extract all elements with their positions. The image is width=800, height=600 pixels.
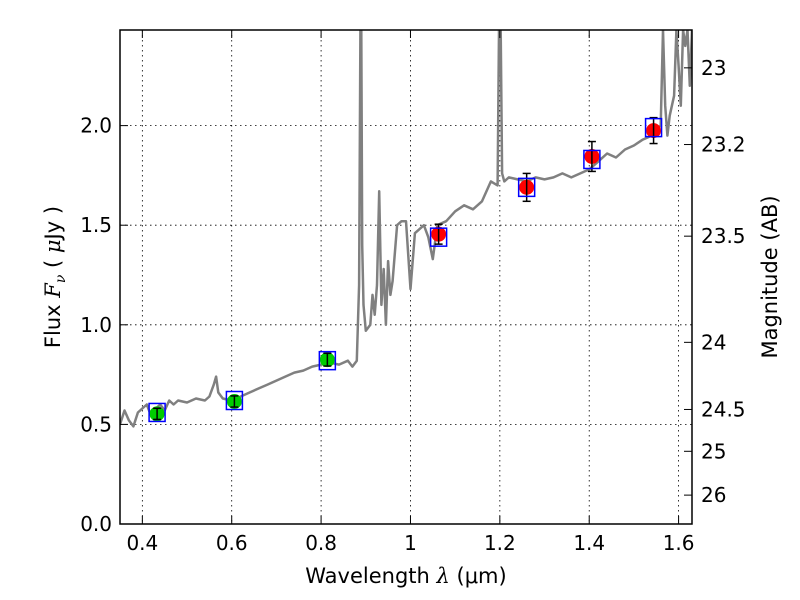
y-tick-label: 1.0: [80, 313, 112, 337]
y-axis-title-subscript: ν: [53, 274, 69, 283]
x-axis-title: Wavelength λ (μm): [305, 564, 506, 588]
y-tick-label: 0.0: [80, 512, 112, 536]
y-axis-title-symbol: F: [41, 282, 65, 299]
y-axis-title-mu: μ: [41, 239, 65, 253]
spectrum-line: [120, 30, 692, 428]
y-axis-title: Flux Fν ( μJy ): [41, 206, 69, 348]
photometry-points: [148, 116, 663, 423]
model-square: [583, 149, 601, 170]
model-square: [225, 390, 244, 411]
y2-tick-label: 23.2: [701, 133, 746, 157]
x-tick-label: 0.8: [305, 531, 337, 555]
model-square: [148, 402, 166, 423]
y-tick-label: 2.0: [80, 114, 112, 138]
x-tick-label: 0.6: [216, 531, 248, 555]
x-axis-title-unit: (μm): [450, 564, 507, 588]
y2-tick-label: 26: [701, 483, 726, 507]
y-tick-label: 0.5: [80, 412, 112, 436]
x-tick-label: 1.6: [663, 531, 695, 555]
y-axis-title-paren: (: [41, 253, 65, 275]
x-tick-label: 0.4: [126, 531, 158, 555]
y2-tick-label: 24: [701, 330, 726, 354]
x-tick-label: 1.4: [573, 531, 605, 555]
model-square: [429, 227, 448, 247]
y2-tick-label: 25: [701, 439, 726, 463]
y2-tick-label: 23: [701, 56, 726, 80]
x-tick-label: 1: [404, 531, 417, 555]
x-tick-label: 1.2: [484, 531, 516, 555]
model-square: [318, 350, 337, 371]
x-axis-title-text: Wavelength: [305, 564, 436, 588]
plot-background: [120, 30, 692, 524]
y-axis-title-unit: Jy ): [41, 206, 65, 242]
spectrum: [120, 30, 692, 428]
plot-frame: [119, 29, 693, 525]
y2-axis-title: Magnitude (AB): [758, 195, 782, 358]
model-square: [517, 177, 536, 198]
axis-ticks: 0.4 0.6 0.8 1 1.2 1.4 1.6 0.0 0.5 1.0 1.5 2.0 23 23.2…: [80, 30, 746, 555]
y-axis-title-text: Flux: [41, 298, 65, 348]
model-square: [644, 117, 663, 138]
x-axis-title-symbol: λ: [436, 564, 450, 588]
y2-tick-label: 24.5: [701, 397, 746, 421]
y-tick-label: 1.5: [80, 213, 112, 237]
y2-tick-label: 23.5: [701, 224, 746, 248]
